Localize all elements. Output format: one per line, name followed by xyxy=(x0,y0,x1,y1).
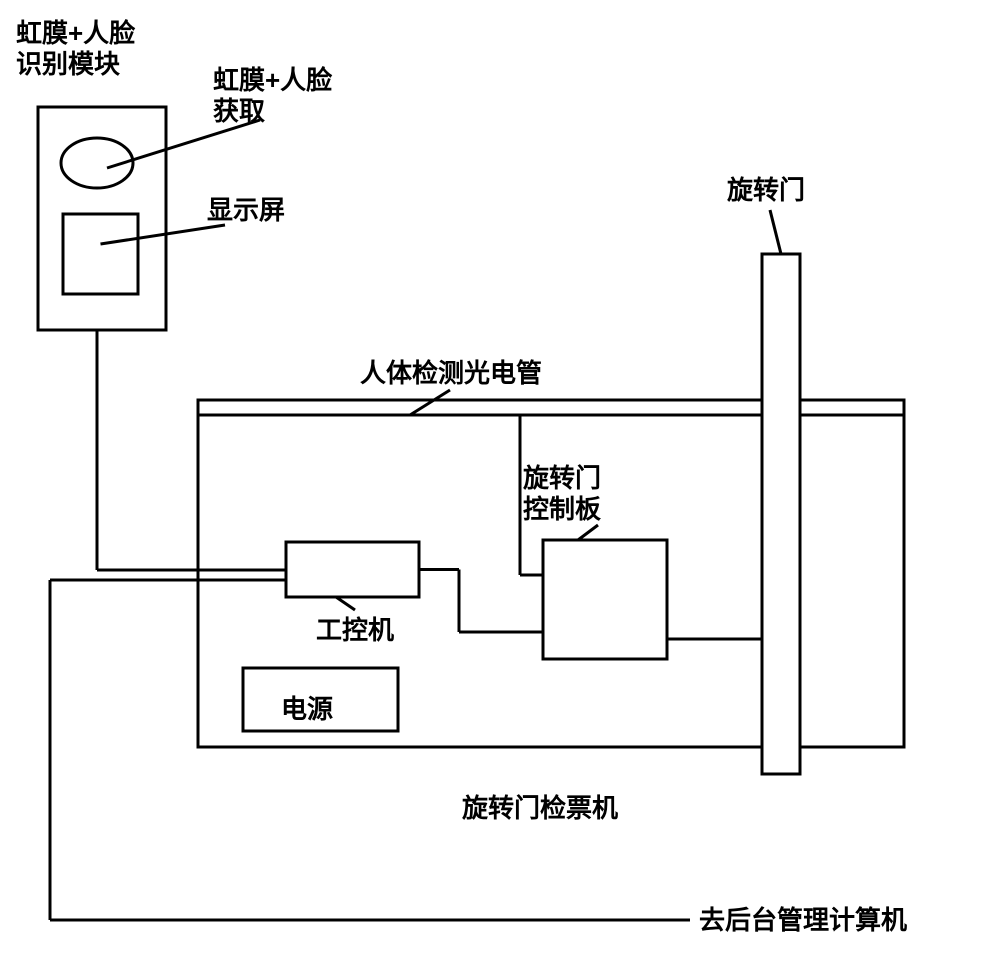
system-diagram: 虹膜+人脸 识别模块 虹膜+人脸 获取 显示屏 旋转门 人体检测光电管 旋转门 … xyxy=(0,0,1000,976)
gate-machine-label: 旋转门检票机 xyxy=(462,793,618,824)
revolving-door-label: 旋转门 xyxy=(727,175,805,206)
module-title-label: 虹膜+人脸 识别模块 xyxy=(16,18,135,80)
display-label: 显示屏 xyxy=(207,195,285,226)
control-board-label: 旋转门 控制板 xyxy=(523,463,601,525)
ipc-label: 工控机 xyxy=(316,615,394,646)
power-label: 电源 xyxy=(281,694,333,725)
backend-label: 去后台管理计算机 xyxy=(699,905,907,936)
capture-label: 虹膜+人脸 获取 xyxy=(213,65,332,127)
photoelectric-label: 人体检测光电管 xyxy=(360,358,542,389)
